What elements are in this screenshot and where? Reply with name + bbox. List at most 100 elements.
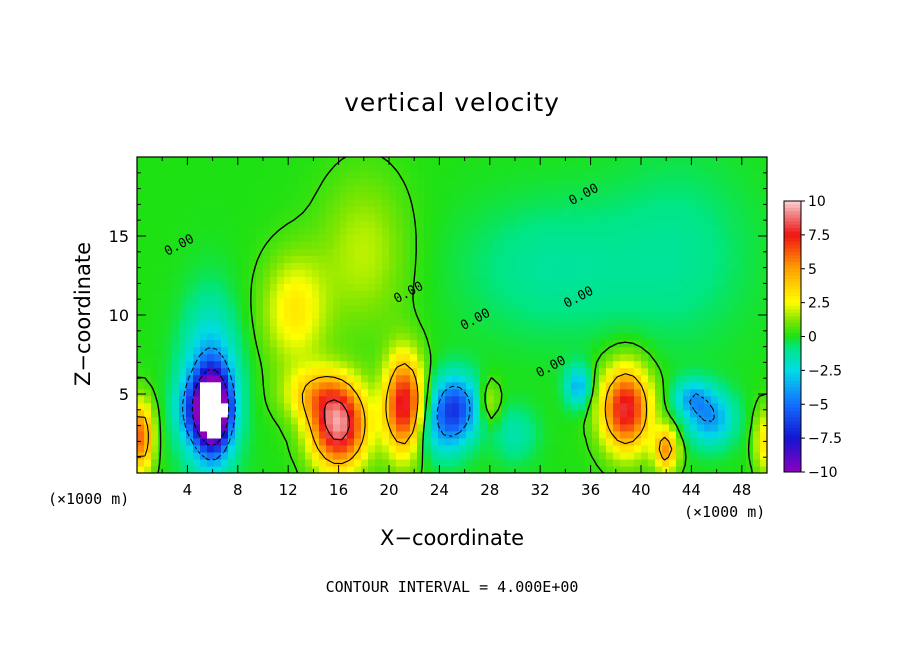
heatmap-cell xyxy=(417,409,425,418)
heatmap-cell xyxy=(662,388,670,397)
colorbar-swatch xyxy=(784,261,801,266)
heatmap-cell xyxy=(515,374,523,383)
heatmap-cell xyxy=(508,332,516,341)
heatmap-cell xyxy=(690,367,698,376)
heatmap-cell xyxy=(347,290,355,299)
heatmap-cell xyxy=(375,304,383,313)
heatmap-cell xyxy=(389,325,397,334)
heatmap-cell xyxy=(655,381,663,390)
heatmap-cell xyxy=(613,423,621,432)
heatmap-cell xyxy=(641,430,649,439)
heatmap-cell xyxy=(711,339,719,348)
heatmap-cell xyxy=(746,311,754,320)
heatmap-cell xyxy=(746,164,754,172)
heatmap-cell xyxy=(592,269,600,277)
heatmap-cell xyxy=(382,269,390,277)
heatmap-cell xyxy=(291,206,299,214)
colorbar-swatch xyxy=(784,302,801,307)
heatmap-cell xyxy=(641,206,649,214)
heatmap-cell xyxy=(291,178,299,186)
heatmap-cell xyxy=(291,367,299,376)
heatmap-cell xyxy=(704,465,712,473)
colorbar-swatch xyxy=(784,451,801,456)
heatmap-cell xyxy=(151,374,159,383)
heatmap-cell xyxy=(228,395,236,404)
heatmap-cell xyxy=(417,465,425,473)
heatmap-cell xyxy=(207,332,215,341)
heatmap-cell xyxy=(564,409,572,418)
heatmap-cell xyxy=(319,381,327,390)
heatmap-cell xyxy=(396,374,404,383)
heatmap-cell xyxy=(389,318,397,327)
heatmap-cell xyxy=(249,465,257,473)
heatmap-cell xyxy=(151,423,159,432)
heatmap-cell xyxy=(529,262,537,270)
heatmap-cell xyxy=(543,206,551,214)
heatmap-cell xyxy=(480,381,488,390)
heatmap-cell xyxy=(186,346,194,355)
heatmap-cell xyxy=(319,374,327,383)
heatmap-cell xyxy=(571,157,579,165)
heatmap-cell xyxy=(585,353,593,362)
heatmap-cell xyxy=(326,332,334,341)
heatmap-cell xyxy=(718,458,726,467)
heatmap-cell xyxy=(683,220,691,228)
heatmap-cell xyxy=(186,374,194,383)
heatmap-cell xyxy=(172,213,180,221)
heatmap-cell xyxy=(732,248,740,256)
heatmap-cell xyxy=(725,332,733,341)
heatmap-cell xyxy=(662,458,670,467)
heatmap-cell xyxy=(368,241,376,249)
heatmap-cell xyxy=(641,164,649,172)
heatmap-cell xyxy=(200,199,208,207)
heatmap-cell xyxy=(158,374,166,383)
heatmap-cell xyxy=(578,213,586,221)
heatmap-cell xyxy=(732,318,740,327)
heatmap-cell xyxy=(326,346,334,355)
heatmap-cell xyxy=(389,157,397,165)
heatmap-cell xyxy=(578,465,586,473)
heatmap-cell xyxy=(424,248,432,256)
heatmap-cell xyxy=(214,178,222,186)
heatmap-cell xyxy=(508,157,516,165)
heatmap-cell xyxy=(739,304,747,313)
heatmap-cell xyxy=(396,395,404,404)
heatmap-cell xyxy=(144,297,152,306)
heatmap-cell xyxy=(676,185,684,193)
heatmap-cell xyxy=(536,437,544,446)
heatmap-cell xyxy=(690,332,698,341)
heatmap-cell xyxy=(263,248,271,256)
heatmap-cell xyxy=(424,346,432,355)
heatmap-cell xyxy=(368,318,376,327)
heatmap-cell xyxy=(179,458,187,467)
heatmap-cell xyxy=(333,430,341,439)
heatmap-cell xyxy=(487,409,495,418)
heatmap-cell xyxy=(235,255,243,263)
heatmap-cell xyxy=(249,178,257,186)
heatmap-cell xyxy=(683,318,691,327)
heatmap-cell xyxy=(557,192,565,200)
heatmap-cell xyxy=(557,346,565,355)
heatmap-cell xyxy=(683,206,691,214)
heatmap-cell xyxy=(459,360,467,369)
heatmap-cell xyxy=(431,388,439,397)
heatmap-cell xyxy=(235,430,243,439)
heatmap-cell xyxy=(333,241,341,249)
heatmap-cell xyxy=(207,255,215,263)
heatmap-cell xyxy=(473,199,481,207)
heatmap-cell xyxy=(466,241,474,249)
heatmap-cell xyxy=(550,157,558,165)
heatmap-cell xyxy=(214,185,222,193)
heatmap-cell xyxy=(501,339,509,348)
heatmap-cell xyxy=(235,360,243,369)
heatmap-cell xyxy=(284,185,292,193)
heatmap-cell xyxy=(599,318,607,327)
heatmap-cell xyxy=(207,374,215,383)
heatmap-cell xyxy=(312,157,320,165)
heatmap-cell xyxy=(431,416,439,425)
heatmap-cell xyxy=(718,402,726,411)
heatmap-cell xyxy=(592,297,600,306)
heatmap-cell xyxy=(718,374,726,383)
heatmap-cell xyxy=(298,241,306,249)
heatmap-cell xyxy=(410,255,418,263)
